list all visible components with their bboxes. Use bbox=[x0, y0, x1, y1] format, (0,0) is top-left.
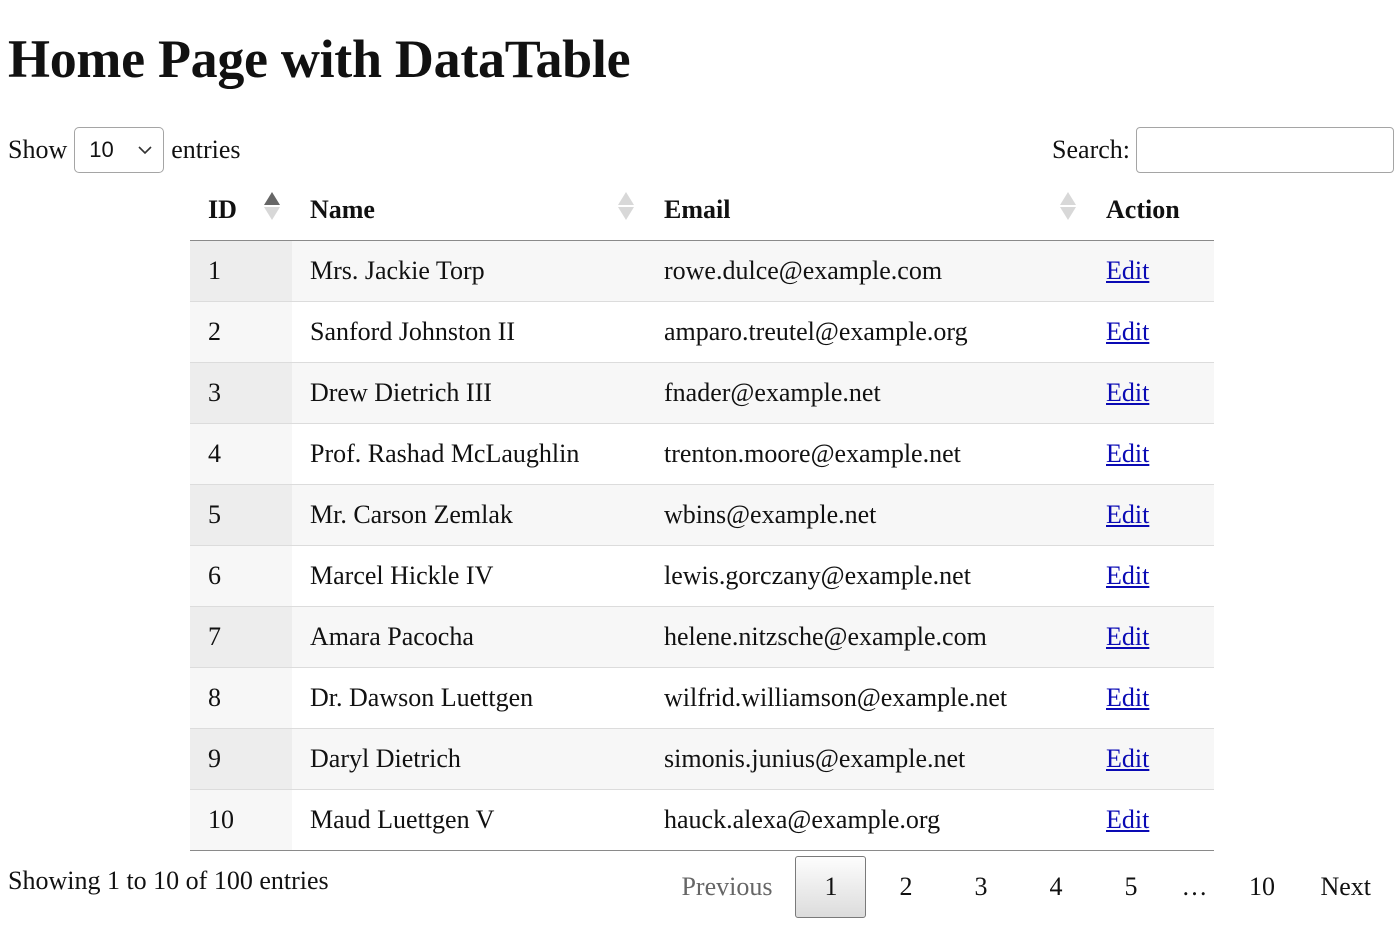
entries-label: entries bbox=[171, 135, 241, 164]
table-row: 6 Marcel Hickle IV lewis.gorczany@example.… bbox=[190, 544, 1214, 606]
page-button-4[interactable]: 4 bbox=[1049, 872, 1063, 901]
column-header-id[interactable]: ID bbox=[190, 180, 292, 241]
entries-per-page-select[interactable]: 10 bbox=[74, 127, 165, 173]
cell-action: Edit bbox=[1088, 605, 1214, 667]
page-button-5[interactable]: 5 bbox=[1124, 872, 1138, 901]
page-button-3[interactable]: 3 bbox=[974, 872, 988, 901]
cell-action: Edit bbox=[1088, 666, 1214, 728]
cell-id: 10 bbox=[190, 788, 292, 851]
cell-id: 7 bbox=[190, 605, 292, 667]
cell-email: amparo.treutel@example.org bbox=[646, 300, 1088, 362]
table-info: Showing 1 to 10 of 100 entries bbox=[8, 866, 329, 895]
edit-link[interactable]: Edit bbox=[1106, 621, 1150, 651]
cell-name: Mr. Carson Zemlak bbox=[292, 483, 646, 545]
sort-both-icon bbox=[1058, 190, 1078, 222]
table-body: 1 Mrs. Jackie Torp rowe.dulce@example.com E… bbox=[190, 240, 1214, 851]
data-table: ID Name Email Action 1 Mrs. Jackie Torp rowe.… bbox=[190, 180, 1214, 851]
edit-link[interactable]: Edit bbox=[1106, 804, 1150, 834]
page-title: Home Page with DataTable bbox=[8, 29, 631, 89]
table-row: 9 Daryl Dietrich simonis.junius@example.ne… bbox=[190, 727, 1214, 789]
pagination-ellipsis: … bbox=[1181, 872, 1208, 901]
table-row: 4 Prof. Rashad McLaughlin trenton.moore@ex… bbox=[190, 422, 1214, 484]
cell-email: wilfrid.williamson@example.net bbox=[646, 666, 1088, 728]
edit-link[interactable]: Edit bbox=[1106, 438, 1150, 468]
show-label: Show bbox=[8, 135, 68, 164]
entries-per-page-value: 10 bbox=[89, 137, 114, 162]
cell-action: Edit bbox=[1088, 727, 1214, 789]
cell-email: trenton.moore@example.net bbox=[646, 422, 1088, 484]
edit-link[interactable]: Edit bbox=[1106, 560, 1150, 590]
cell-email: lewis.gorczany@example.net bbox=[646, 544, 1088, 606]
search-control: Search: bbox=[1052, 126, 1394, 174]
table-row: 2 Sanford Johnston II amparo.treutel@examp… bbox=[190, 300, 1214, 362]
previous-page-button[interactable]: Previous bbox=[681, 872, 773, 901]
chevron-down-icon bbox=[138, 146, 152, 155]
cell-action: Edit bbox=[1088, 300, 1214, 362]
cell-email: helene.nitzsche@example.com bbox=[646, 605, 1088, 667]
sort-asc-icon bbox=[262, 190, 282, 222]
cell-name: Daryl Dietrich bbox=[292, 727, 646, 789]
edit-link[interactable]: Edit bbox=[1106, 377, 1150, 407]
edit-link[interactable]: Edit bbox=[1106, 682, 1150, 712]
cell-email: fnader@example.net bbox=[646, 361, 1088, 423]
table-row: 5 Mr. Carson Zemlak wbins@example.net Edit bbox=[190, 483, 1214, 545]
page-button-1[interactable]: 1 bbox=[795, 856, 867, 918]
page-button-2[interactable]: 2 bbox=[899, 872, 913, 901]
cell-action: Edit bbox=[1088, 544, 1214, 606]
cell-id: 1 bbox=[190, 240, 292, 301]
edit-link[interactable]: Edit bbox=[1106, 316, 1150, 346]
next-page-button[interactable]: Next bbox=[1320, 872, 1371, 901]
column-header-label: Name bbox=[310, 194, 375, 224]
table-row: 1 Mrs. Jackie Torp rowe.dulce@example.com E… bbox=[190, 240, 1214, 301]
cell-name: Drew Dietrich III bbox=[292, 361, 646, 423]
search-input[interactable] bbox=[1136, 127, 1394, 173]
cell-email: wbins@example.net bbox=[646, 483, 1088, 545]
column-header-action: Action bbox=[1088, 180, 1214, 241]
cell-email: rowe.dulce@example.com bbox=[646, 240, 1088, 301]
cell-name: Amara Pacocha bbox=[292, 605, 646, 667]
cell-id: 4 bbox=[190, 422, 292, 484]
column-header-label: ID bbox=[208, 194, 237, 224]
cell-id: 9 bbox=[190, 727, 292, 789]
table-header-row: ID Name Email Action bbox=[190, 180, 1214, 241]
entries-length-control: Show 10 entries bbox=[8, 126, 241, 174]
cell-name: Sanford Johnston II bbox=[292, 300, 646, 362]
sort-both-icon bbox=[616, 190, 636, 222]
cell-action: Edit bbox=[1088, 240, 1214, 301]
column-header-label: Email bbox=[664, 194, 731, 224]
table-row: 3 Drew Dietrich III fnader@example.net Edit bbox=[190, 361, 1214, 423]
column-header-name[interactable]: Name bbox=[292, 180, 646, 241]
cell-action: Edit bbox=[1088, 361, 1214, 423]
edit-link[interactable]: Edit bbox=[1106, 255, 1150, 285]
cell-action: Edit bbox=[1088, 422, 1214, 484]
cell-email: hauck.alexa@example.org bbox=[646, 788, 1088, 851]
cell-id: 5 bbox=[190, 483, 292, 545]
edit-link[interactable]: Edit bbox=[1106, 743, 1150, 773]
table-row: 8 Dr. Dawson Luettgen wilfrid.williamson@e… bbox=[190, 666, 1214, 728]
cell-id: 6 bbox=[190, 544, 292, 606]
cell-id: 2 bbox=[190, 300, 292, 362]
cell-action: Edit bbox=[1088, 788, 1214, 851]
cell-name: Maud Luettgen V bbox=[292, 788, 646, 851]
cell-action: Edit bbox=[1088, 483, 1214, 545]
cell-name: Mrs. Jackie Torp bbox=[292, 240, 646, 301]
cell-name: Marcel Hickle IV bbox=[292, 544, 646, 606]
cell-id: 8 bbox=[190, 666, 292, 728]
cell-id: 3 bbox=[190, 361, 292, 423]
cell-name: Prof. Rashad McLaughlin bbox=[292, 422, 646, 484]
pagination: Previous 1 2 3 4 5 … 10 Next bbox=[658, 856, 1390, 918]
page-button-last[interactable]: 10 bbox=[1248, 872, 1275, 901]
cell-email: simonis.junius@example.net bbox=[646, 727, 1088, 789]
column-header-email[interactable]: Email bbox=[646, 180, 1088, 241]
cell-name: Dr. Dawson Luettgen bbox=[292, 666, 646, 728]
edit-link[interactable]: Edit bbox=[1106, 499, 1150, 529]
search-label: Search: bbox=[1052, 135, 1130, 164]
table-row: 7 Amara Pacocha helene.nitzsche@example.co… bbox=[190, 605, 1214, 667]
column-header-label: Action bbox=[1106, 194, 1180, 224]
